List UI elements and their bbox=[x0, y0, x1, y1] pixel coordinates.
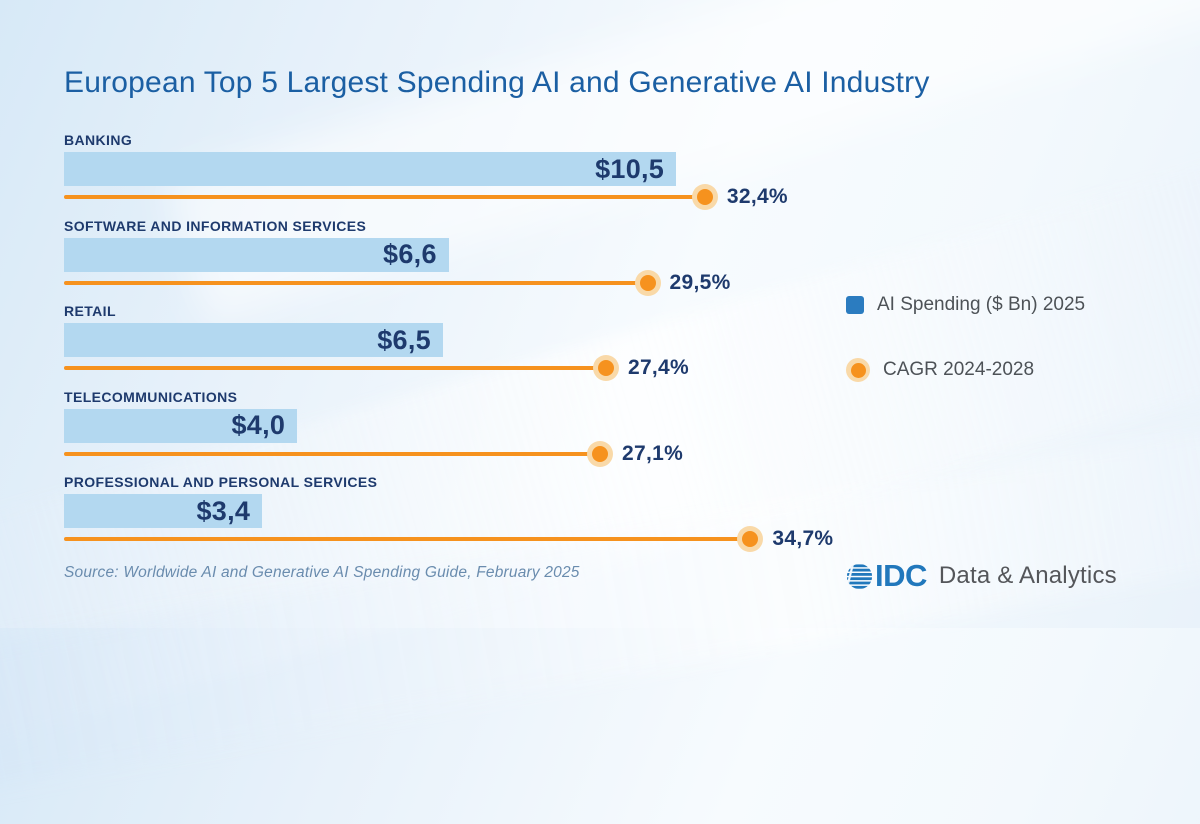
chart-row: PROFESSIONAL AND PERSONAL SERVICES $3,4 34… bbox=[64, 474, 1154, 560]
spending-bar: $6,6 bbox=[64, 237, 449, 272]
chart-title: European Top 5 Largest Spending AI and G… bbox=[64, 66, 930, 99]
idc-logo-text: IDC bbox=[875, 558, 927, 593]
cagr-dot-icon bbox=[587, 440, 614, 467]
industry-label: PROFESSIONAL AND PERSONAL SERVICES bbox=[64, 474, 378, 491]
orange-dot-icon bbox=[846, 358, 870, 382]
blue-square-icon bbox=[846, 296, 864, 314]
spending-value: $6,5 bbox=[377, 324, 431, 355]
spending-bar: $3,4 bbox=[64, 494, 263, 529]
industry-label: TELECOMMUNICATIONS bbox=[64, 388, 238, 405]
cagr-line bbox=[64, 195, 705, 199]
chart-row: TELECOMMUNICATIONS $4,0 27,1% bbox=[64, 389, 1154, 475]
spending-value: $4,0 bbox=[231, 410, 286, 441]
industry-label: SOFTWARE AND INFORMATION SERVICES bbox=[64, 217, 367, 234]
source-note: Source: Worldwide AI and Generative AI S… bbox=[64, 564, 580, 581]
chart-row: RETAIL $6,5 27,4% bbox=[64, 303, 1154, 389]
cagr-value: 29,5% bbox=[669, 270, 731, 294]
idc-globe-icon bbox=[846, 563, 873, 589]
idc-logo-suffix: Data & Analytics bbox=[938, 562, 1117, 589]
spending-value: $10,5 bbox=[595, 153, 665, 184]
legend-item-ai-spending: AI Spending ($ Bn) 2025 bbox=[846, 294, 1085, 316]
chart-legend: AI Spending ($ Bn) 2025 CAGR 2024-2028 bbox=[846, 294, 1085, 382]
spending-bar: $6,5 bbox=[64, 323, 443, 358]
cagr-dot-icon bbox=[737, 526, 764, 553]
cagr-value: 34,7% bbox=[772, 527, 834, 551]
bar-chart: BANKING $10,5 32,4% SOFTWARE AND INFORMATIO… bbox=[64, 132, 1154, 564]
legend-label: AI Spending ($ Bn) 2025 bbox=[877, 294, 1086, 315]
idc-logo: IDC Data & Analytics bbox=[846, 558, 1117, 594]
cagr-value: 32,4% bbox=[726, 185, 788, 208]
legend-item-cagr: CAGR 2024-2028 bbox=[846, 358, 1085, 382]
cagr-line bbox=[64, 280, 648, 285]
industry-label: BANKING bbox=[64, 132, 133, 148]
industry-label: RETAIL bbox=[64, 303, 116, 320]
spending-bar: $4,0 bbox=[64, 408, 298, 443]
spending-value: $3,4 bbox=[196, 495, 251, 526]
legend-label: CAGR 2024-2028 bbox=[883, 359, 1035, 380]
cagr-line bbox=[64, 366, 606, 371]
cagr-dot-icon bbox=[592, 355, 619, 382]
spending-value: $6,6 bbox=[383, 239, 437, 270]
cagr-dot-icon bbox=[634, 269, 661, 296]
cagr-line bbox=[64, 451, 601, 456]
cagr-line bbox=[64, 537, 751, 542]
spending-bar: $10,5 bbox=[64, 152, 677, 186]
chart-row: BANKING $10,5 32,4% bbox=[64, 132, 1154, 218]
cagr-value: 27,1% bbox=[622, 441, 684, 465]
cagr-value: 27,4% bbox=[627, 356, 690, 380]
cagr-dot-icon bbox=[691, 184, 718, 210]
chart-row: SOFTWARE AND INFORMATION SERVICES $6,6 29,… bbox=[64, 218, 1154, 304]
